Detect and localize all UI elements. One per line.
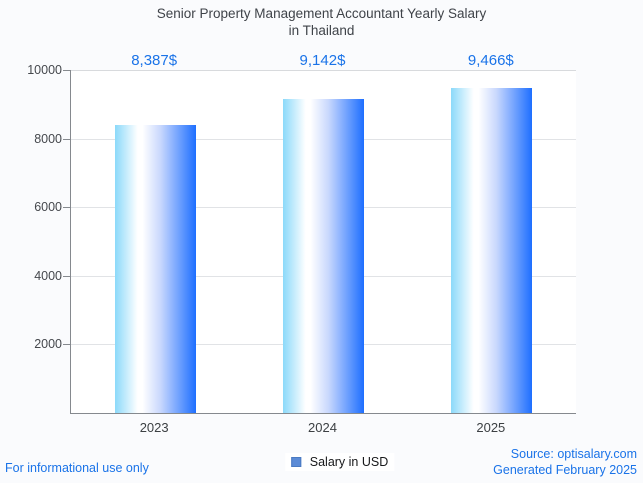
- gridline-10000: [71, 70, 576, 71]
- x-tick-label-2023: 2023: [139, 420, 169, 435]
- x-tick-label-2024: 2024: [308, 420, 337, 435]
- chart-title: Senior Property Management Accountant Ye…: [0, 5, 643, 39]
- source-block: Source: optisalary.com Generated Februar…: [493, 446, 637, 478]
- bar-2023[interactable]: [114, 125, 196, 413]
- chart-title-line2: in Thailand: [288, 23, 355, 38]
- y-tick-label-10000: 10000: [27, 63, 62, 77]
- source-text: Source: optisalary.com: [510, 447, 637, 461]
- y-tick-mark-6000: [63, 207, 70, 209]
- y-tick-label-4000: 4000: [34, 268, 62, 283]
- value-label-2023: 8,387$: [131, 52, 178, 69]
- y-tick-label-8000: 8000: [34, 131, 62, 146]
- y-tick-mark-10000: [63, 70, 70, 71]
- x-tick-label-2025: 2025: [476, 420, 506, 435]
- value-label-2024: 9,142$: [299, 52, 346, 69]
- plot-area: [70, 70, 576, 414]
- legend-label: Salary in USD: [309, 455, 389, 469]
- y-tick-label-2000: 2000: [34, 337, 62, 352]
- disclaimer-text: For informational use only: [5, 461, 149, 475]
- y-tick-mark-2000: [63, 344, 70, 346]
- y-tick-mark-8000: [63, 138, 70, 140]
- y-tick-label-6000: 6000: [34, 200, 62, 215]
- value-label-2025: 9,466$: [467, 52, 514, 69]
- bar-2024[interactable]: [283, 99, 364, 413]
- legend[interactable]: Salary in USD: [284, 453, 395, 471]
- legend-square-icon: [290, 457, 301, 467]
- y-tick-mark-4000: [63, 275, 70, 277]
- bar-2025[interactable]: [451, 88, 533, 413]
- generated-text: Generated February 2025: [493, 463, 637, 477]
- chart-title-line1: Senior Property Management Accountant Ye…: [156, 6, 487, 21]
